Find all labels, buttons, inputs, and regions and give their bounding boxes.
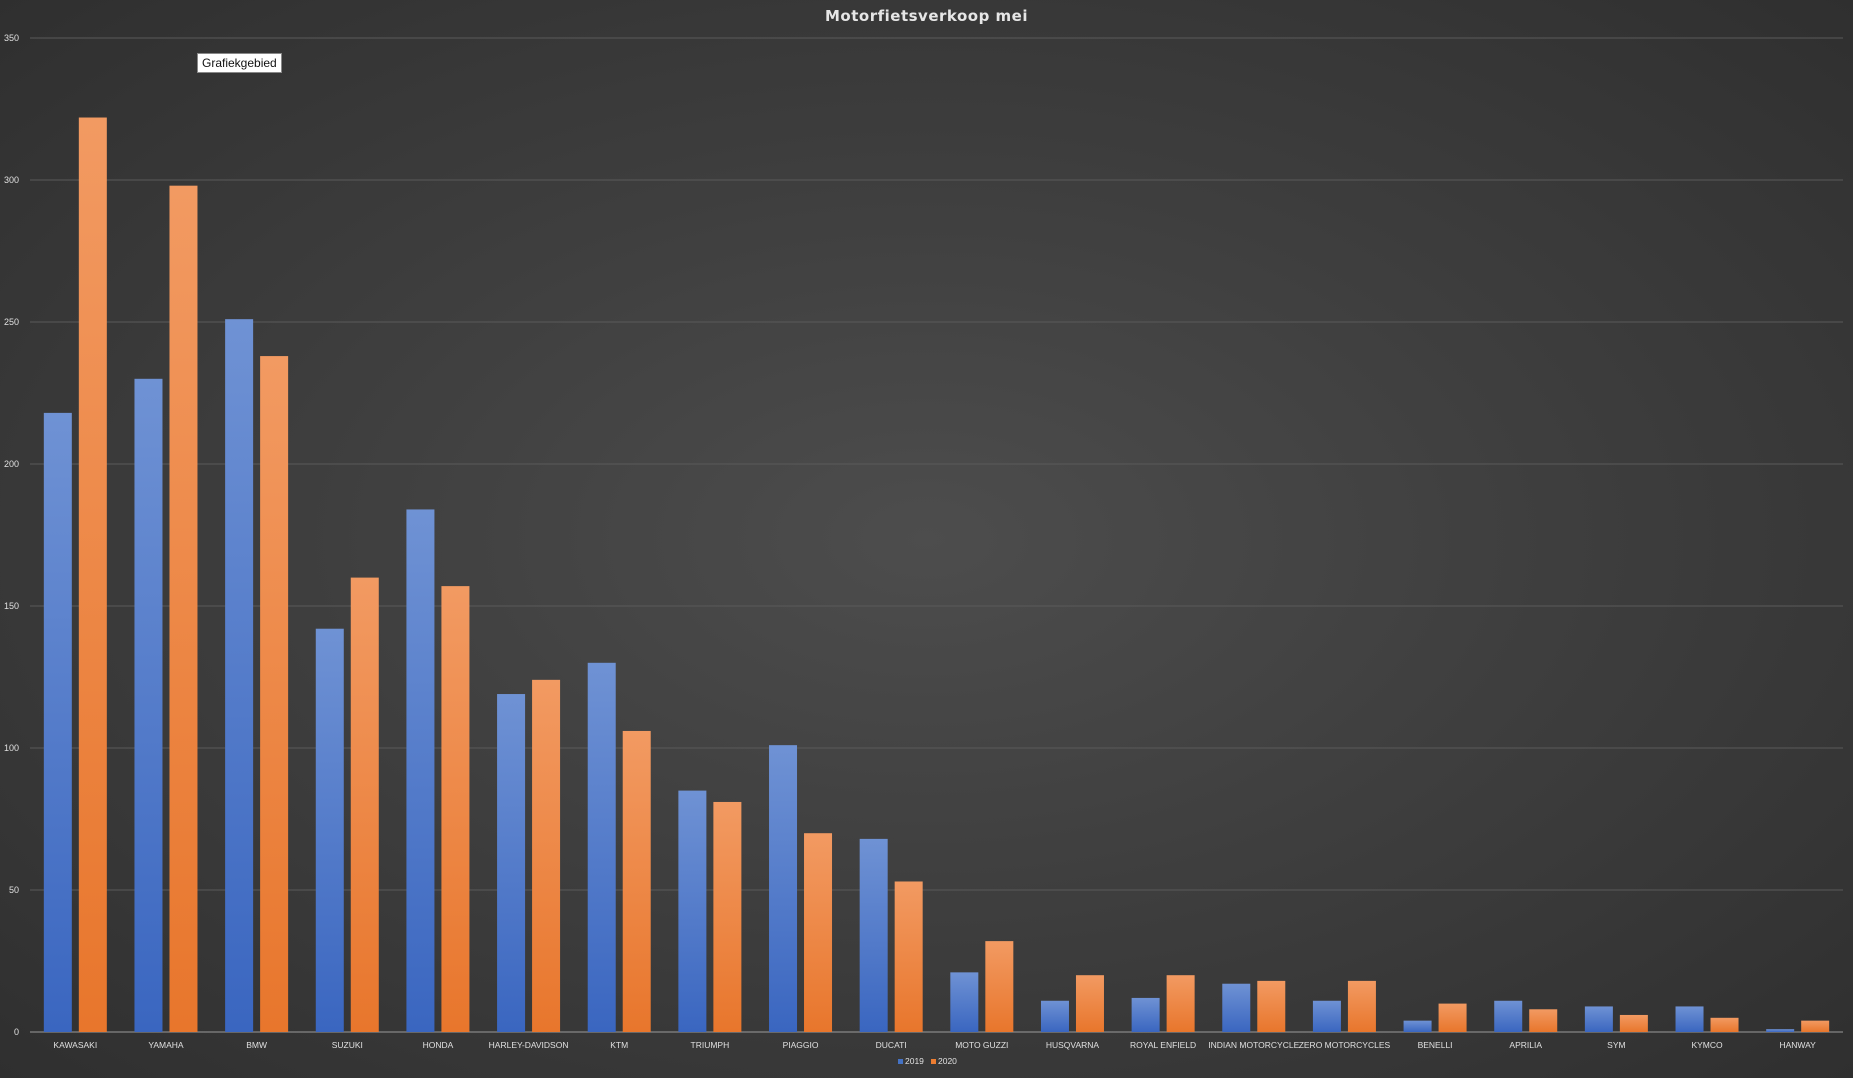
bar-2020-yamaha: [169, 185, 198, 1032]
x-tick-label: SUZUKI: [332, 1040, 363, 1050]
x-tick-label: INDIAN MOTORCYCLE: [1208, 1040, 1299, 1050]
bar-2019-suzuki: [315, 628, 344, 1032]
x-tick-label: ROYAL ENFIELD: [1130, 1040, 1196, 1050]
bar-2020-benelli: [1438, 1003, 1467, 1032]
bar-2019-royal-enfield: [1131, 997, 1160, 1032]
bar-2019-aprilia: [1494, 1000, 1523, 1032]
x-tick-label: HARLEY-DAVIDSON: [489, 1040, 569, 1050]
bar-2020-honda: [441, 586, 470, 1032]
bar-2019-triumph: [678, 790, 707, 1032]
x-tick-label: BENELLI: [1418, 1040, 1453, 1050]
bar-2019-moto-guzzi: [950, 972, 979, 1032]
x-tick-label: YAMAHA: [148, 1040, 184, 1050]
x-tick-label: BMW: [246, 1040, 267, 1050]
legend-label-2020: 2020: [938, 1056, 957, 1066]
x-tick-label: APRILIA: [1509, 1040, 1542, 1050]
bar-2019-hanway: [1766, 1029, 1795, 1032]
axes: 0 50 100 150 200 250 300 350 KAWASAKI YAMAHA BMW SU…: [4, 33, 1816, 1050]
bar-2019-indian-motorcycle: [1222, 983, 1251, 1032]
bar-2020-royal-enfield: [1166, 975, 1195, 1032]
bar-2019-piaggio: [769, 745, 798, 1032]
bar-2020-harley-davidson: [532, 679, 561, 1032]
bar-2019-harley-davidson: [497, 694, 526, 1032]
bar-2020-suzuki: [350, 577, 379, 1032]
bar-2020-triumph: [713, 801, 742, 1032]
legend-swatch-2019: [898, 1059, 903, 1064]
x-tick-label: KAWASAKI: [53, 1040, 97, 1050]
bar-2020-sym: [1619, 1014, 1648, 1032]
bar-2019-sym: [1584, 1006, 1613, 1032]
bar-2020-ktm: [622, 730, 651, 1032]
bar-2020-ducati: [894, 881, 923, 1032]
x-tick-label: DUCATI: [876, 1040, 907, 1050]
bar-2020-indian-motorcycle: [1257, 980, 1286, 1032]
x-tick-label: MOTO GUZZI: [955, 1040, 1008, 1050]
bar-2019-kawasaki: [43, 412, 72, 1032]
bar-2020-aprilia: [1529, 1009, 1558, 1032]
x-tick-label: HANWAY: [1779, 1040, 1816, 1050]
y-tick-label: 150: [4, 601, 19, 611]
x-tick-label: KTM: [610, 1040, 628, 1050]
bar-2020-zero-motorcycles: [1347, 980, 1376, 1032]
bar-2019-husqvarna: [1040, 1000, 1069, 1032]
y-tick-label: 50: [9, 885, 19, 895]
bar-2019-benelli: [1403, 1020, 1432, 1032]
gridlines: [30, 37, 1843, 1033]
bar-2020-hanway: [1801, 1020, 1830, 1032]
legend-swatch-2020: [931, 1059, 936, 1064]
bar-2019-yamaha: [134, 378, 163, 1032]
bar-2019-zero-motorcycles: [1312, 1000, 1341, 1032]
x-tick-label: HUSQVARNA: [1046, 1040, 1100, 1050]
y-tick-label: 350: [4, 33, 19, 43]
bar-2020-bmw: [260, 356, 289, 1033]
bar-2020-husqvarna: [1075, 975, 1104, 1032]
bar-2020-moto-guzzi: [985, 941, 1014, 1032]
chart-area-tooltip: Grafiekgebied: [197, 53, 282, 73]
x-tick-label: HONDA: [423, 1040, 454, 1050]
bars: [43, 117, 1830, 1033]
bar-2019-bmw: [225, 319, 254, 1032]
y-tick-label: 200: [4, 459, 19, 469]
x-tick-label: ZERO MOTORCYCLES: [1299, 1040, 1391, 1050]
y-tick-label: 300: [4, 175, 19, 185]
x-tick-label: TRIUMPH: [691, 1040, 730, 1050]
y-tick-label: 100: [4, 743, 19, 753]
bar-2019-honda: [406, 509, 435, 1032]
x-tick-label: PIAGGIO: [783, 1040, 819, 1050]
bar-2019-ducati: [859, 838, 888, 1032]
y-tick-label: 0: [14, 1027, 19, 1037]
bar-2019-ktm: [587, 662, 616, 1032]
legend-label-2019: 2019: [905, 1056, 924, 1066]
chart-title: Motorfietsverkoop mei: [825, 7, 1028, 25]
y-tick-label: 250: [4, 317, 19, 327]
bar-2020-kawasaki: [78, 117, 107, 1032]
x-tick-label: KYMCO: [1691, 1040, 1723, 1050]
legend: 2019 2020: [898, 1056, 957, 1066]
bar-2019-kymco: [1675, 1006, 1704, 1032]
bar-2020-kymco: [1710, 1017, 1739, 1032]
bar-2020-piaggio: [804, 833, 833, 1032]
x-tick-label: SYM: [1607, 1040, 1625, 1050]
